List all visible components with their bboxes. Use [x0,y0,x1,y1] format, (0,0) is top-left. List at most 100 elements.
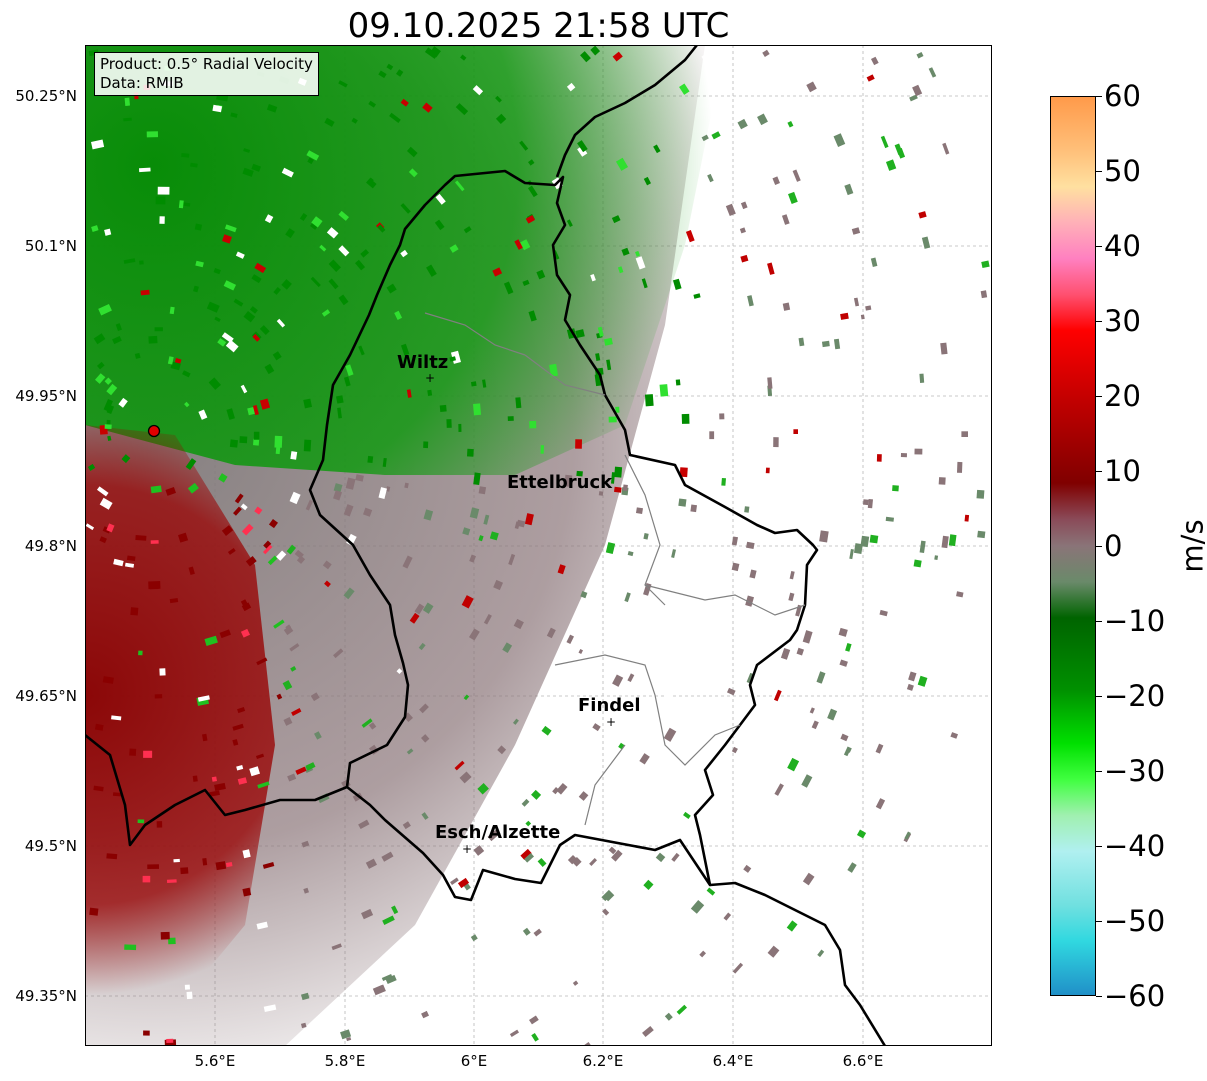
radar-speckle [195,260,204,268]
radar-speckle [221,525,234,536]
radar-speckle [408,168,418,178]
radar-speckle [361,718,373,728]
radar-speckle [137,819,145,824]
radar-speckle [603,899,609,905]
radar-speckle [338,210,349,221]
radar-speckle [487,829,501,842]
radar-speckle [590,45,601,56]
radar-speckle [301,840,310,848]
colorbar-tickmark [1096,846,1102,847]
radar-speckle [253,438,260,446]
radar-speckle [844,752,855,765]
radar-speckle [400,203,411,214]
radar-speckle [148,335,158,344]
radar-speckle [980,290,988,299]
radar-speckle [489,531,499,541]
radar-speckle [182,202,191,207]
radar-speckle [194,223,203,231]
radar-speckle [767,945,780,958]
radar-speckle [508,553,516,566]
radar-speckle [112,335,122,345]
radar-speckle [385,486,391,492]
radar-speckle [811,720,819,730]
colorbar-tick-label: −50 [1104,904,1166,938]
radar-speckle [483,614,492,625]
radar-speckle [394,310,403,320]
radar-speckle [503,281,514,295]
radar-speckle [525,215,536,224]
radar-speckle [159,216,165,224]
radar-speckle [186,991,193,1000]
radar-speckle [93,333,106,345]
radar-speckle [495,113,507,125]
radar-speckle [711,131,721,140]
radar-speckle [896,147,906,159]
radar-speckle [580,591,588,599]
radar-speckle [290,666,297,672]
radar-speckle [363,507,373,517]
country-borders [85,45,887,1046]
radar-speckle [89,907,99,916]
radar-speckle [214,316,221,322]
radar-speckle [671,852,680,862]
radar-speckle [635,256,646,270]
radar-speckle [477,782,489,795]
radar-speckle [784,407,790,420]
lat-tick-49-95: 49.95°N [15,387,77,405]
radar-speckle [515,397,522,409]
radar-speckle [617,266,624,274]
radar-speckle [458,423,462,432]
radar-speckle [693,293,701,299]
radar-speckle [659,384,669,397]
radar-speckle [618,742,625,750]
radar-speckle [303,887,309,894]
radar-speckle [422,102,433,113]
radar-speckle [521,798,530,807]
radar-speckle [856,829,867,839]
radar-speckle [463,694,470,701]
radar-speckle [614,466,623,478]
radar-speckle [233,506,242,516]
radar-speckle [156,821,163,828]
radar-speckle [296,555,306,564]
radar-speckle [321,309,331,317]
radar-speckle [272,351,282,361]
radar-speckle [224,224,237,233]
radar-speckle [361,908,374,920]
lon-tick-6-2: 6.2°E [582,1052,624,1070]
radar-speckle [104,377,112,385]
radar-speckle [867,498,873,509]
radar-speckle [469,507,480,519]
radar-speckle [909,94,918,102]
radar-speckle [653,144,661,154]
lat-tick-50-25: 50.25°N [15,87,77,105]
radar-speckle [181,153,190,158]
radar-speckle [254,506,263,515]
radar-speckle [615,406,620,413]
radar-speckle [168,937,176,945]
radar-speckle [259,325,270,336]
radar-speckle [774,783,784,796]
radar-speckle [148,581,161,590]
radar-speckle [495,95,502,103]
radar-speckle [118,397,128,408]
radar-speckle [337,407,342,419]
radar-speckle [241,602,252,612]
radar-speckle [664,1012,673,1021]
radar-speckle [690,900,705,914]
radar-speckle [123,258,136,264]
radar-speckle [87,463,96,472]
radar-speckle [876,454,882,462]
radar-speckle [96,486,109,497]
radar-speckle [519,239,531,251]
radar-speckle [396,668,403,675]
radar-speckle [190,162,198,168]
radar-speckle [533,928,542,937]
radar-speckle [155,196,166,205]
radar-speckle [182,370,191,378]
radar-speckle [556,782,568,795]
radar-speckle [389,112,401,123]
radar-speckle [233,298,244,307]
radar-speckle [942,142,950,155]
radar-speckle [603,337,613,346]
